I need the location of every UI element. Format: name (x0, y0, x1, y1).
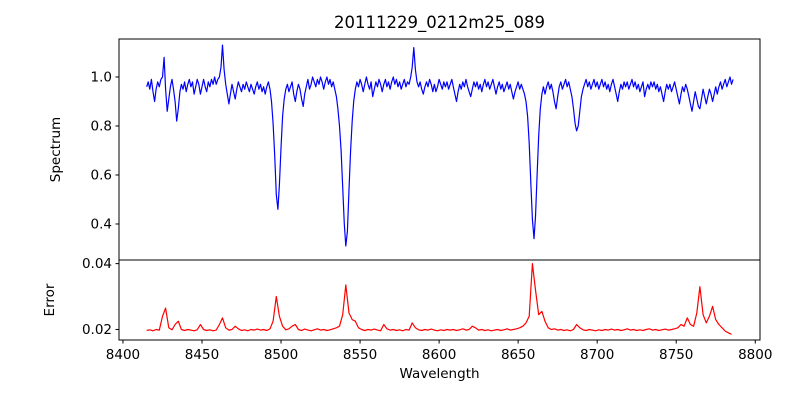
x-tick-label: 8600 (422, 347, 456, 363)
error-line (146, 263, 732, 335)
spectrum-y-tick-label: 0.4 (91, 216, 112, 232)
x-tick-label: 8550 (343, 347, 377, 363)
chart-title: 20111229_0212m25_089 (334, 13, 545, 33)
x-tick-label: 8650 (501, 347, 535, 363)
spectrum-y-axis-label: Spectrum (48, 117, 64, 182)
x-tick-label: 8800 (738, 347, 772, 363)
error-axes (118, 259, 761, 341)
error-y-tick-label: 0.02 (82, 322, 112, 338)
spectrum-y-tick-label: 1.0 (91, 69, 112, 85)
x-tick-label: 8500 (264, 347, 298, 363)
x-tick-label: 8450 (185, 347, 219, 363)
x-tick-label: 8750 (659, 347, 693, 363)
error-y-tick-label: 0.04 (82, 256, 112, 272)
x-tick-label: 8400 (106, 347, 140, 363)
spectrum-y-tick-label: 0.6 (91, 167, 112, 183)
x-axis-label: Wavelength (399, 366, 479, 382)
spectrum-y-tick-label: 0.8 (91, 118, 112, 134)
spectrum-line (146, 44, 734, 247)
x-tick-label: 8700 (580, 347, 614, 363)
error-y-axis-label: Error (42, 283, 58, 316)
